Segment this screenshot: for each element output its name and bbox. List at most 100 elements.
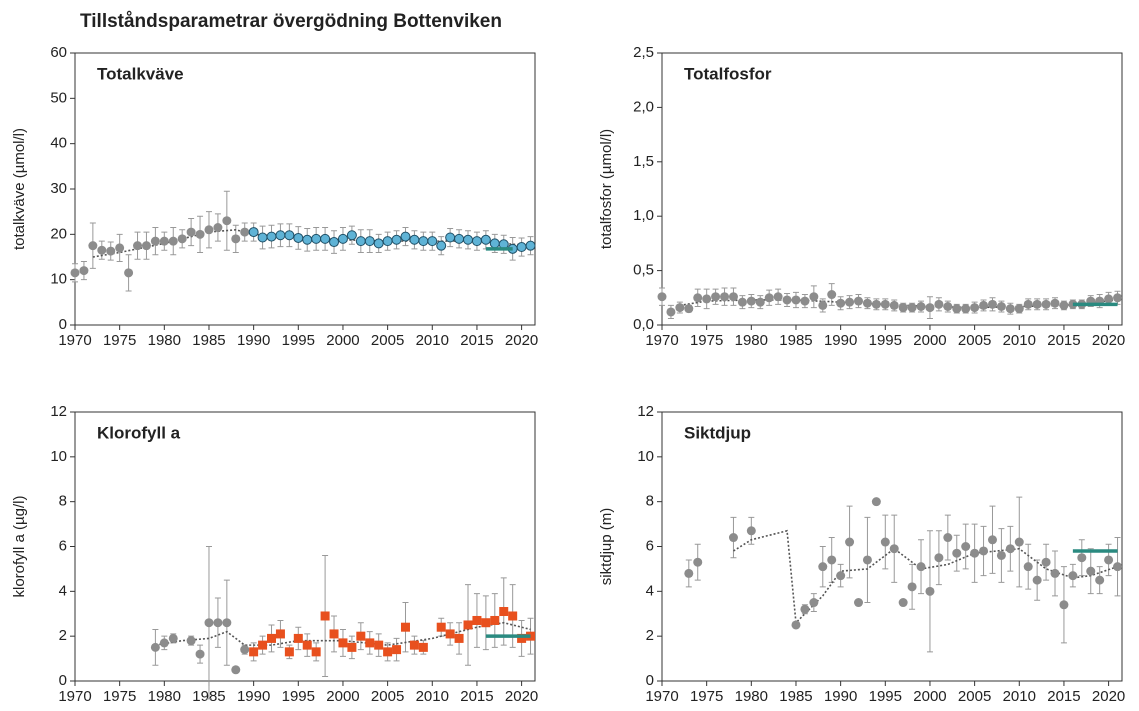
data-point (791, 620, 801, 630)
data-point (481, 618, 491, 628)
data-point (222, 216, 232, 226)
data-point (773, 292, 783, 302)
data-point (231, 234, 241, 244)
data-point (755, 297, 765, 307)
x-tick-label: 1990 (824, 688, 857, 705)
data-point (364, 236, 375, 247)
data-point (347, 642, 357, 652)
y-tick-label: 0 (646, 672, 654, 689)
data-point (916, 562, 926, 572)
x-tick-label: 1985 (192, 332, 225, 349)
y-axis-label: totalfosfor (µmol/l) (598, 129, 615, 249)
data-point (177, 234, 187, 244)
data-point (889, 544, 899, 554)
data-point (764, 293, 774, 303)
data-point (925, 303, 935, 313)
data-point (711, 292, 721, 302)
data-point (791, 295, 801, 305)
data-point (1059, 600, 1069, 610)
y-tick-label: 10 (50, 448, 67, 465)
data-point (737, 297, 747, 307)
data-point (392, 645, 402, 655)
x-tick-label: 2005 (371, 688, 404, 705)
data-point (880, 537, 890, 547)
data-point (159, 236, 169, 246)
data-point (871, 299, 881, 309)
data-point (133, 241, 143, 251)
data-point (329, 629, 339, 639)
x-tick-label: 1975 (103, 332, 136, 349)
x-tick-label: 1995 (869, 332, 902, 349)
data-point (248, 227, 259, 238)
data-point (836, 571, 846, 581)
x-tick-label: 2020 (505, 688, 538, 705)
data-point (943, 302, 953, 312)
data-point (275, 629, 285, 639)
data-point (657, 292, 667, 302)
data-point (1032, 575, 1042, 585)
y-tick-label: 8 (646, 493, 654, 510)
data-point (1050, 298, 1060, 308)
data-point (996, 550, 1006, 560)
data-point (320, 611, 330, 621)
x-tick-label: 2005 (371, 332, 404, 349)
x-tick-label: 1980 (148, 332, 181, 349)
data-point (124, 268, 134, 278)
data-point (168, 236, 178, 246)
x-tick-label: 1995 (282, 332, 315, 349)
data-point (267, 633, 277, 643)
data-point (320, 233, 331, 244)
data-point (213, 618, 223, 628)
data-point (329, 237, 340, 248)
data-point (1014, 304, 1024, 314)
data-point (436, 622, 446, 632)
data-point (400, 622, 410, 632)
data-point (517, 633, 527, 643)
x-tick-label: 2000 (326, 688, 359, 705)
x-tick-label: 1970 (645, 688, 678, 705)
data-point (159, 638, 169, 648)
data-point (249, 647, 259, 657)
data-point (258, 640, 268, 650)
data-point (728, 292, 738, 302)
data-point (1068, 571, 1078, 581)
data-point (961, 304, 971, 314)
data-point (168, 633, 178, 643)
data-point (480, 234, 491, 245)
data-point (337, 233, 348, 244)
data-point (186, 227, 196, 237)
data-point (1014, 537, 1024, 547)
data-point (845, 537, 855, 547)
data-point (1104, 294, 1114, 304)
data-point (889, 300, 899, 310)
y-tick-label: 10 (50, 271, 67, 288)
x-tick-label: 1990 (237, 332, 270, 349)
data-point (836, 298, 846, 308)
panel-title: Totalkväve (97, 64, 184, 83)
data-point (293, 633, 303, 643)
data-point (490, 615, 500, 625)
data-point (204, 618, 214, 628)
x-tick-label: 1985 (779, 688, 812, 705)
data-point (925, 586, 935, 596)
x-tick-label: 2000 (326, 332, 359, 349)
data-point (979, 300, 989, 310)
data-point (445, 232, 456, 243)
data-point (1041, 299, 1051, 309)
x-tick-label: 1985 (779, 332, 812, 349)
y-axis-label: klorofyll a (µg/l) (11, 495, 28, 597)
y-tick-label: 0,0 (633, 316, 654, 333)
x-tick-label: 1970 (58, 688, 91, 705)
data-point (525, 240, 536, 251)
y-tick-label: 30 (50, 180, 67, 197)
data-point (240, 227, 250, 237)
data-point (418, 236, 429, 247)
data-point (862, 555, 872, 565)
data-point (987, 535, 997, 545)
x-tick-label: 2010 (1003, 688, 1036, 705)
data-point (365, 638, 375, 648)
data-point (675, 303, 685, 313)
data-point (374, 640, 384, 650)
data-point (952, 548, 962, 558)
panel-title: Klorofyll a (97, 423, 181, 442)
